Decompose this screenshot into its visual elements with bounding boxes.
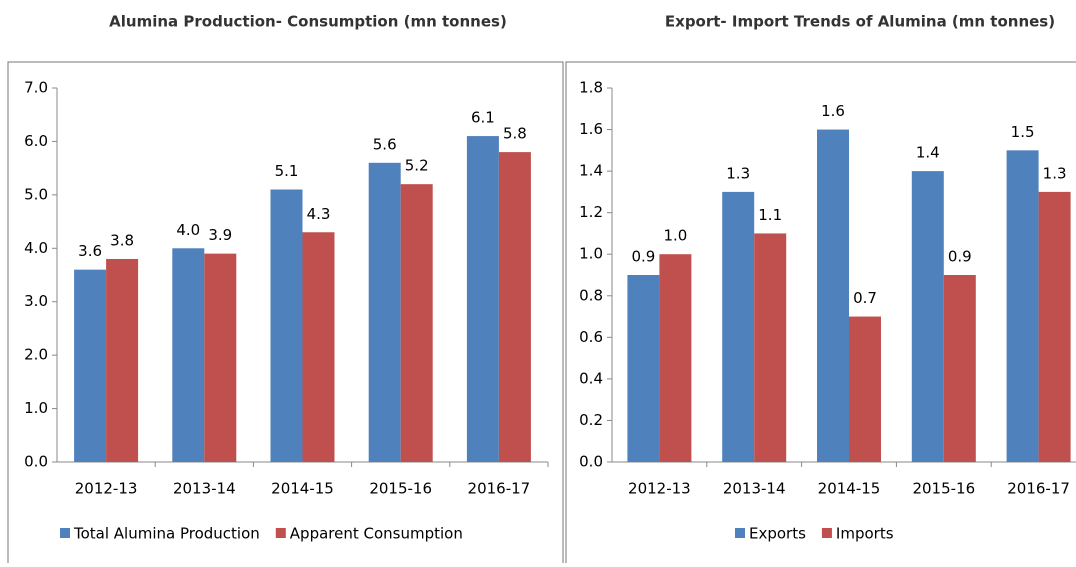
data-label: 1.6 xyxy=(821,102,845,120)
y-tick-label: 1.0 xyxy=(579,245,603,263)
data-label: 1.3 xyxy=(1043,164,1067,182)
chart-title: Alumina Production- Consumption (mn tonn… xyxy=(109,13,507,31)
legend-swatch xyxy=(735,528,745,538)
bar xyxy=(106,258,139,462)
data-label: 0.7 xyxy=(853,289,877,307)
bar xyxy=(498,152,531,462)
x-tick-label: 2015-16 xyxy=(369,480,432,498)
legend-label: Total Alumina Production xyxy=(73,525,260,543)
x-tick-label: 2012-13 xyxy=(628,480,691,498)
y-tick-label: 1.8 xyxy=(579,79,603,97)
bar xyxy=(911,171,944,462)
data-label: 1.5 xyxy=(1011,123,1035,141)
bar xyxy=(627,275,660,462)
y-tick-label: 1.0 xyxy=(24,399,48,417)
chart-frame xyxy=(7,61,564,567)
data-label: 1.3 xyxy=(726,164,750,182)
bar xyxy=(849,316,881,462)
x-tick-label: 2012-13 xyxy=(75,480,138,498)
x-tick-label: 2016-17 xyxy=(468,480,531,498)
y-tick-label: 3.0 xyxy=(24,292,48,310)
data-label: 1.4 xyxy=(916,144,940,162)
x-tick-label: 2016-17 xyxy=(1007,480,1070,498)
legend-label: Imports xyxy=(836,525,894,543)
data-label: 1.1 xyxy=(758,206,782,224)
chart-frame xyxy=(565,61,1076,567)
bar xyxy=(1006,150,1039,463)
bar xyxy=(172,248,205,462)
data-label: 3.6 xyxy=(78,242,102,260)
bar xyxy=(204,253,237,462)
data-label: 6.1 xyxy=(471,109,495,127)
bar xyxy=(1038,191,1071,462)
y-tick-label: 0.0 xyxy=(579,453,603,471)
bar xyxy=(270,189,303,462)
x-tick-label: 2015-16 xyxy=(912,480,975,498)
y-tick-label: 1.4 xyxy=(579,162,603,180)
legend-swatch xyxy=(60,528,70,538)
y-tick-label: 2.0 xyxy=(24,346,48,364)
bar xyxy=(659,254,692,462)
bar xyxy=(368,162,401,463)
x-tick-label: 2014-15 xyxy=(271,480,334,498)
data-label: 5.6 xyxy=(373,135,397,153)
data-label: 5.1 xyxy=(275,162,299,180)
y-tick-label: 0.4 xyxy=(579,369,603,387)
data-label: 3.9 xyxy=(208,226,232,244)
y-tick-label: 0.6 xyxy=(579,328,603,346)
y-tick-label: 1.6 xyxy=(579,120,603,138)
y-tick-label: 0.0 xyxy=(24,453,48,471)
bar xyxy=(74,269,107,462)
y-tick-label: 4.0 xyxy=(24,239,48,257)
data-label: 3.8 xyxy=(110,231,134,249)
x-tick-label: 2014-15 xyxy=(818,480,881,498)
x-tick-label: 2013-14 xyxy=(173,480,236,498)
y-tick-label: 5.0 xyxy=(24,185,48,203)
y-tick-label: 7.0 xyxy=(24,79,48,97)
bar xyxy=(302,232,335,462)
y-tick-label: 0.8 xyxy=(579,286,603,304)
bar xyxy=(943,275,976,462)
bar xyxy=(817,129,849,463)
chart-title: Export- Import Trends of Alumina (mn ton… xyxy=(665,13,1055,31)
data-label: 5.2 xyxy=(405,157,429,175)
bar xyxy=(400,184,433,462)
bar xyxy=(754,233,787,462)
data-label: 4.0 xyxy=(176,221,200,239)
legend-swatch xyxy=(821,528,832,538)
bar xyxy=(722,191,755,462)
data-label: 0.9 xyxy=(631,248,655,266)
bar xyxy=(466,136,499,463)
data-label: 0.9 xyxy=(948,248,972,266)
y-tick-label: 0.2 xyxy=(579,411,603,429)
legend-label: Apparent Consumption xyxy=(290,525,463,543)
x-tick-label: 2013-14 xyxy=(723,480,786,498)
legend-swatch xyxy=(275,528,286,538)
legend-label: Exports xyxy=(749,525,806,543)
data-label: 4.3 xyxy=(307,205,331,223)
data-label: 1.0 xyxy=(663,227,687,245)
y-tick-label: 1.2 xyxy=(579,203,603,221)
data-label: 5.8 xyxy=(503,125,527,143)
y-tick-label: 6.0 xyxy=(24,132,48,150)
